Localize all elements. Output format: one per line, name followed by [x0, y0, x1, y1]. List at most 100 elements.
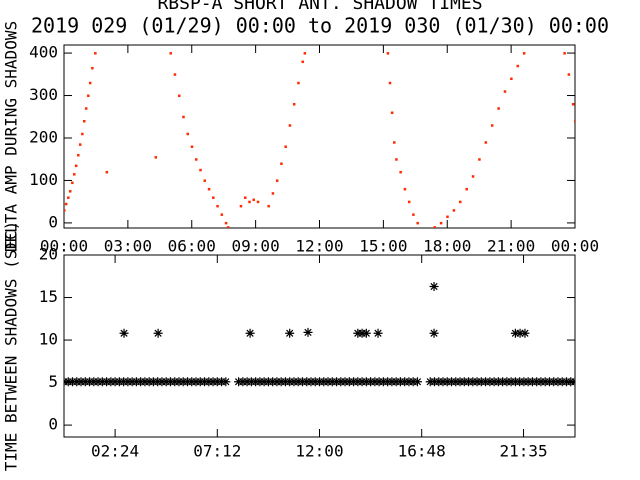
point: [73, 173, 76, 176]
point: [84, 107, 88, 110]
chart-title: RBSP-A SHORT ANT. SHADOW TIMES: [157, 0, 482, 14]
point: [74, 164, 78, 168]
x-tick-label: 06:00: [168, 237, 216, 256]
point: [393, 141, 396, 144]
point: [490, 124, 494, 127]
y-axis-label: DELTA AMP DURING SHADOWS: [2, 21, 21, 252]
y-tick-label: 10: [39, 330, 58, 349]
point: [433, 226, 436, 228]
point: [203, 179, 207, 182]
point: [239, 204, 243, 208]
point: [248, 200, 251, 204]
x-tick-label: 03:00: [104, 237, 152, 256]
y-tick-label: 0: [48, 415, 58, 434]
x-tick-label: 15:00: [359, 237, 407, 256]
point: [64, 202, 68, 206]
point: [119, 328, 129, 338]
point: [169, 52, 172, 55]
point: [478, 158, 481, 161]
point: [207, 187, 211, 191]
point: [94, 52, 97, 55]
x-tick-label: 00:00: [40, 237, 88, 256]
point: [83, 120, 86, 123]
y-tick-label: 5: [48, 372, 58, 391]
plot-area: [64, 281, 575, 387]
plot-frame: [63, 254, 576, 438]
point: [412, 377, 422, 387]
point: [297, 81, 300, 85]
point: [77, 153, 80, 157]
point: [510, 328, 520, 338]
point: [386, 52, 390, 55]
point: [390, 111, 394, 115]
point: [515, 328, 525, 338]
point: [471, 175, 475, 178]
point: [522, 52, 526, 55]
y-tick-label: 0: [48, 212, 58, 231]
point: [301, 60, 304, 64]
point: [226, 226, 230, 228]
point: [570, 377, 575, 387]
point: [571, 103, 575, 106]
point: [220, 213, 224, 216]
point: [87, 94, 90, 98]
point: [361, 328, 371, 338]
point: [416, 221, 419, 225]
point: [292, 103, 296, 106]
point: [439, 221, 443, 225]
point: [68, 190, 72, 193]
point: [516, 64, 520, 68]
point: [303, 52, 307, 55]
point: [510, 77, 513, 81]
point: [412, 213, 415, 216]
point: [91, 66, 94, 70]
point: [256, 200, 260, 204]
y-tick-label: 15: [39, 287, 58, 306]
point: [520, 328, 530, 338]
point: [267, 204, 270, 208]
y-tick-label: 20: [39, 245, 58, 264]
point: [399, 170, 402, 174]
point: [429, 328, 439, 338]
point: [64, 209, 66, 212]
x-tick-label: 07:12: [193, 442, 241, 461]
x-tick-label: 09:00: [232, 237, 280, 256]
x-tick-label: 21:35: [499, 442, 547, 461]
x-tick-label: 00:00: [551, 237, 599, 256]
y-axis-label: TIME BETWEEN SHADOWS (SEC): [2, 221, 21, 471]
x-tick-label: 18:00: [423, 237, 471, 256]
point: [503, 90, 507, 93]
point: [173, 73, 177, 76]
point: [88, 81, 92, 85]
point: [484, 141, 488, 144]
point: [186, 132, 189, 136]
point: [284, 145, 287, 148]
point: [446, 215, 449, 219]
point: [212, 196, 215, 199]
x-tick-label: 16:48: [398, 442, 446, 461]
point: [275, 179, 279, 182]
point: [388, 81, 392, 85]
y-tick-label: 200: [29, 127, 58, 146]
point: [245, 328, 255, 338]
point: [465, 187, 468, 191]
point: [303, 327, 313, 337]
point: [252, 198, 255, 202]
point: [429, 281, 439, 291]
point: [199, 168, 202, 172]
point: [395, 158, 398, 161]
point: [407, 200, 411, 204]
point: [216, 204, 219, 208]
point: [105, 170, 109, 174]
point: [567, 73, 571, 76]
x-tick-label: 21:00: [487, 237, 535, 256]
y-tick-label: 100: [29, 170, 58, 189]
point: [285, 328, 295, 338]
point: [243, 196, 247, 199]
point: [271, 192, 275, 195]
point: [81, 132, 84, 136]
point: [154, 156, 158, 159]
point: [459, 200, 462, 204]
point: [574, 120, 575, 123]
